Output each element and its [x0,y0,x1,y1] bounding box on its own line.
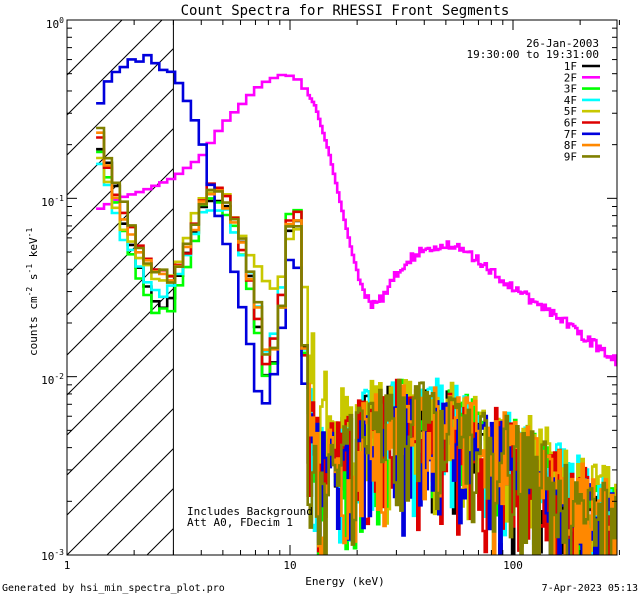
hatch-line [67,20,123,76]
legend-label-3F: 3F [564,83,577,96]
legend-label-9F: 9F [564,150,577,163]
annotation-attenuator: Att A0, FDecim 1 [187,516,293,529]
x-tick-label-1: 1 [64,559,71,572]
time-range-label: 19:30:00 to 19:31:00 [467,48,599,61]
legend-label-1F: 1F [564,60,577,73]
legend-label-8F: 8F [564,139,577,152]
x-axis-label: Energy (keV) [305,575,384,588]
y-tick-label-1e-2: 10-2 [41,372,64,387]
legend-label-6F: 6F [564,117,577,130]
hatch-line [67,407,174,516]
hatch-line [67,20,163,116]
series-2F-line [96,73,617,367]
chart-title: Count Spectra for RHESSI Front Segments [181,3,510,19]
series-9F-line [96,126,617,555]
y-tick-label-1e-1: 10-1 [41,194,64,209]
attenuator-hatch [67,0,640,555]
legend-label-5F: 5F [564,105,577,118]
hatch-line [587,0,640,555]
hatch-line [67,87,174,196]
date-label: 26-Jan-2003 [526,37,599,50]
annotation-background: Includes Background [187,505,313,518]
legend-label-7F: 7F [564,128,577,141]
hatch-line [67,207,174,316]
series-layer [96,53,617,555]
x-tick-label-10: 10 [283,559,296,572]
axis-ticks [66,19,620,556]
plot-frame [66,19,618,556]
y-tick-label-1e0: 100 [46,16,64,31]
generated-by-note: Generated by hsi_min_spectra_plot.pro [2,583,225,594]
hatch-line [67,367,174,476]
legend-label-2F: 2F [564,71,577,84]
legend-label-4F: 4F [564,94,577,107]
y-axis-label: counts cm-2 s-1 keV-1 [25,228,40,356]
hatch-line [67,247,174,356]
timestamp: 7-Apr-2023 05:13 [541,583,638,594]
x-tick-label-100: 100 [503,559,523,572]
hatch-line [67,47,174,156]
y-tick-label-1e-3: 10-3 [41,548,64,563]
hatch-line [67,447,174,555]
